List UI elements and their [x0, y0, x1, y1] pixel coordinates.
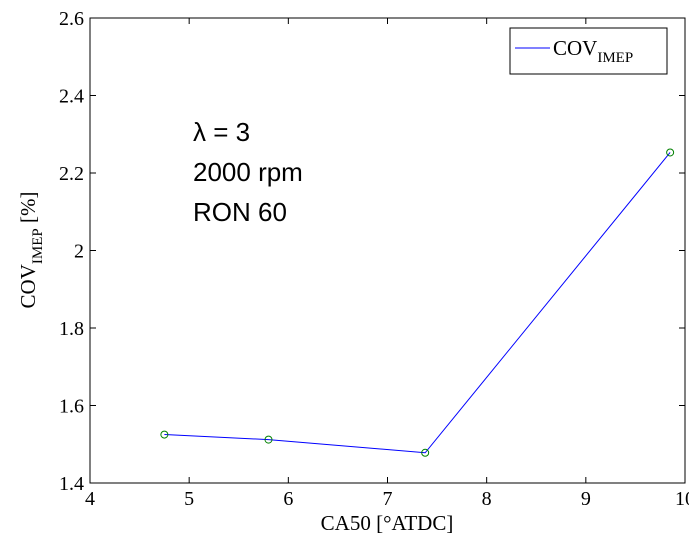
axes: 4 5 6 7 8 9 10 1.4 1.6 1.8 2 2.2 2.4 2.6	[59, 8, 689, 510]
data-point	[160, 430, 169, 439]
y-tick-label: 1.4	[59, 473, 84, 495]
legend-label: COVIMEP	[553, 36, 633, 66]
x-tick-label: 7	[383, 488, 393, 510]
x-tick-label: 6	[283, 488, 293, 510]
legend-box	[509, 27, 668, 75]
y-axis-label-suffix: [%]	[16, 192, 40, 229]
plot-frame	[89, 17, 686, 484]
y-tick-label: 2.6	[59, 8, 84, 30]
series-line	[164, 152, 671, 454]
y-axis-label-main: COV	[16, 264, 40, 308]
annotation-lambda: λ = 3	[193, 117, 250, 147]
x-tick-label: 8	[482, 488, 492, 510]
data-point	[421, 448, 430, 457]
legend: COVIMEP	[509, 27, 668, 75]
y-tick-label: 2.4	[59, 86, 84, 108]
x-tick-label: 10	[675, 488, 689, 510]
data-point	[666, 148, 675, 157]
y-tick-label: 2.2	[59, 163, 84, 185]
annotation-ron: RON 60	[193, 197, 287, 227]
annotation-speed: 2000 rpm	[193, 157, 303, 187]
x-ticks: 4 5 6 7 8 9 10	[85, 18, 689, 510]
y-axis-label: COVIMEP [%]	[16, 192, 46, 309]
x-tick-label: 4	[85, 488, 95, 510]
data-point	[264, 435, 273, 444]
series-group	[160, 148, 675, 457]
y-tick-label: 2	[74, 241, 84, 263]
x-axis-label: CA50 [°ATDC]	[321, 511, 454, 535]
y-axis-label-sub: IMEP	[30, 228, 46, 264]
annotations: λ = 3 2000 rpm RON 60	[193, 117, 303, 227]
y-tick-label: 1.8	[59, 318, 84, 340]
x-tick-label: 5	[184, 488, 194, 510]
legend-label-main: COV	[553, 36, 597, 60]
legend-label-sub: IMEP	[597, 50, 633, 66]
y-ticks: 1.4 1.6 1.8 2 2.2 2.4 2.6	[59, 8, 685, 495]
x-tick-label: 9	[581, 488, 591, 510]
y-tick-label: 1.6	[59, 396, 84, 418]
